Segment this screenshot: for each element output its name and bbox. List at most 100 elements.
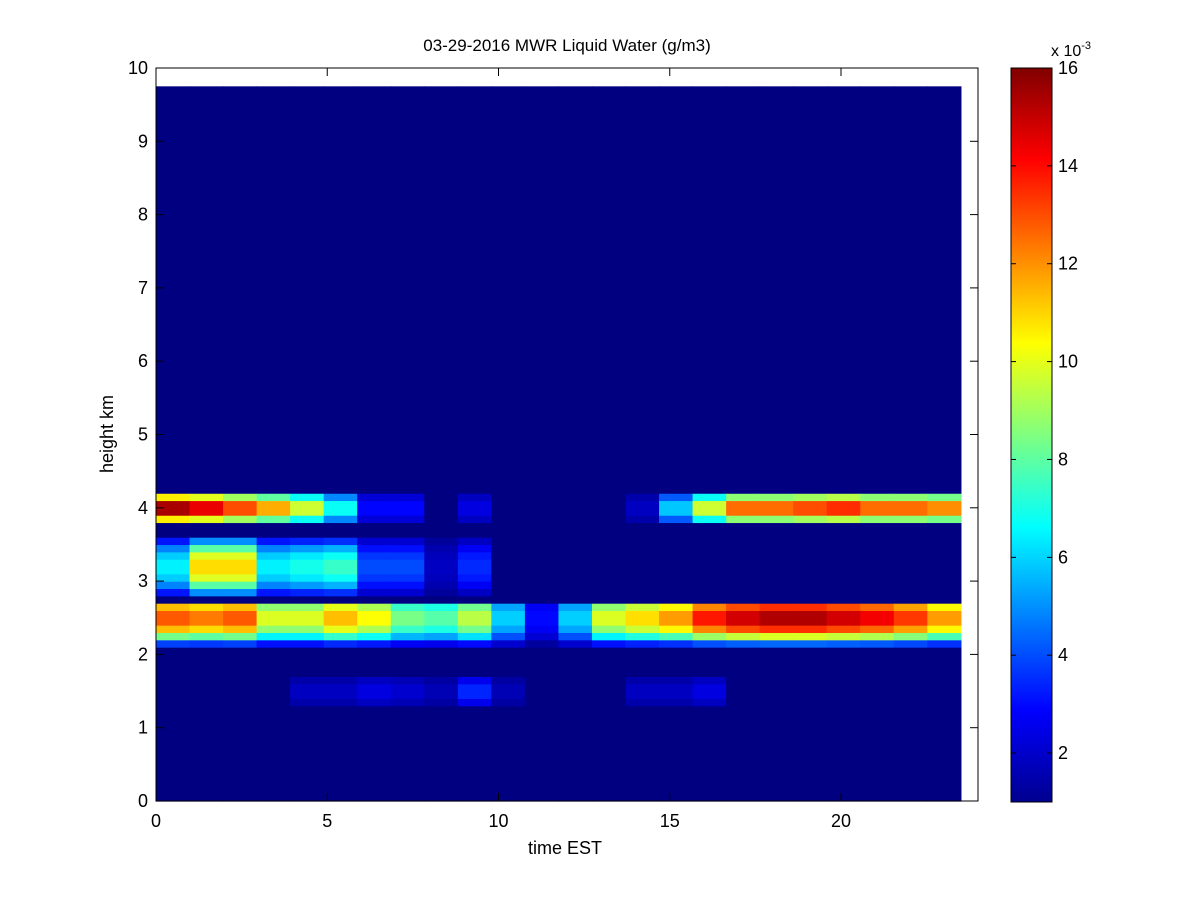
heatmap-cell [793,507,828,516]
heatmap-cell [793,559,828,568]
heatmap-cell [491,559,526,568]
heatmap-cell [256,544,291,553]
heatmap-cell [189,566,224,575]
heatmap-cell [323,632,358,641]
heatmap-cell [759,273,794,282]
heatmap-cell [860,757,895,765]
heatmap-cell [558,86,593,91]
heatmap-cell [256,683,291,692]
heatmap-cell [826,551,861,560]
heatmap-cell [189,251,224,260]
heatmap-cell [156,705,191,714]
heatmap-cell [524,610,560,619]
heatmap-cell [726,544,761,553]
heatmap-cell [524,676,560,685]
heatmap-cell [927,749,962,758]
heatmap-cell [223,595,258,604]
heatmap-cell [424,383,459,392]
heatmap-cell [860,617,895,626]
heatmap-cell [625,449,660,458]
heatmap-cell [692,280,727,289]
heatmap-cell [893,177,928,186]
heatmap-cell [793,126,828,135]
heatmap-cell [793,749,828,758]
heatmap-cell [893,742,928,751]
heatmap-cell [390,302,425,311]
heatmap-cell [457,639,492,648]
heatmap-cell [860,493,895,502]
heatmap-cell [256,764,291,773]
heatmap-cell [893,529,928,538]
heatmap-cell [457,669,492,677]
heatmap-cell [491,705,526,714]
heatmap-cell [223,119,258,128]
heatmap-cell [726,295,761,304]
heatmap-cell [290,295,325,304]
heatmap-cell [256,368,291,377]
heatmap-cell [223,610,258,619]
heatmap-cell [256,317,291,326]
heatmap-cell [826,141,861,150]
heatmap-cell [793,119,828,128]
heatmap-cell [659,434,694,443]
heatmap-cell [726,302,761,311]
heatmap-cell [659,119,694,128]
heatmap-cell [256,720,291,729]
heatmap-cell [927,353,962,362]
heatmap-cell [893,793,928,802]
heatmap-cell [357,485,392,494]
heatmap-cell [156,236,191,245]
heatmap-cell [524,742,560,751]
heatmap-cell [893,676,928,685]
heatmap-cell [524,654,560,663]
heatmap-cell [189,441,224,450]
heatmap-cell [759,683,794,692]
heatmap-cell [860,295,895,304]
heatmap-cell [927,588,962,597]
heatmap-cell [457,207,492,216]
heatmap-cell [826,581,861,590]
heatmap-cell [223,471,258,480]
heatmap-cell [156,683,191,692]
heatmap-cell [390,214,425,223]
heatmap-cell [591,749,627,758]
heatmap-cell [692,544,727,553]
heatmap-cell [223,170,258,179]
heatmap-cell [256,104,291,113]
heatmap-cell [591,331,627,340]
heatmap-cell [726,97,761,106]
heatmap-cell [491,346,526,355]
heatmap-cell [290,779,325,787]
heatmap-cell [491,647,526,655]
heatmap-cell [927,610,962,619]
heatmap-cell [457,617,492,626]
heatmap-cell [793,214,828,223]
heatmap-cell [591,456,627,465]
heatmap-cell [591,243,627,252]
heatmap-cell [424,331,459,340]
heatmap-cell [591,507,627,516]
heatmap-cell [625,471,660,480]
heatmap-cell [860,478,895,487]
heatmap-cell [692,500,727,509]
heatmap-cell [793,86,828,91]
heatmap-cell [625,742,660,751]
heatmap-cell [558,427,593,436]
heatmap-cell [893,273,928,282]
heatmap-cell [558,126,593,135]
heatmap-cell [290,339,325,348]
heatmap-cell [491,339,526,348]
heatmap-cell [223,405,258,414]
heatmap-cell [591,537,627,546]
heatmap-cell [156,265,191,274]
heatmap-cell [357,86,392,91]
heatmap-cell [256,515,291,524]
heatmap-cell [156,478,191,487]
heatmap-cell [323,163,358,172]
heatmap-cell [323,654,358,663]
heatmap-cell [759,603,794,612]
heatmap-cell [591,390,627,399]
heatmap-cell [860,456,895,465]
heatmap-cell [625,324,660,333]
heatmap-cell [591,192,627,201]
